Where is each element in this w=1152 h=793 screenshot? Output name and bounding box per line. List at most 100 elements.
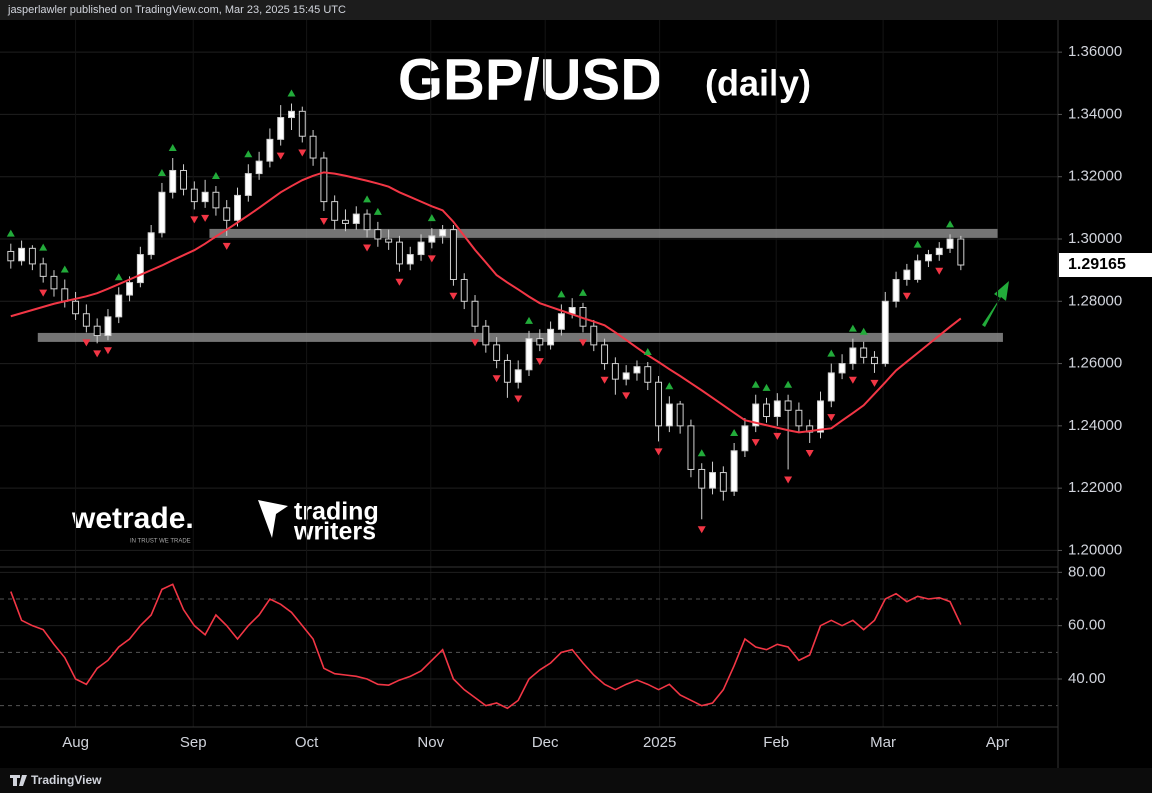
y-tick-label: 1.26000	[1068, 355, 1122, 372]
pivot-high-marker	[60, 265, 69, 273]
pivot-high-marker	[6, 229, 15, 237]
candle-body	[39, 263, 47, 277]
header-bar	[0, 0, 1152, 20]
candle-body	[7, 250, 15, 262]
candle-body	[288, 110, 295, 119]
candle-body	[611, 363, 619, 380]
candle-body	[449, 229, 457, 280]
y-tick-label: 60.00	[1068, 617, 1106, 634]
footer-text: TradingView	[31, 773, 102, 787]
candle-body	[676, 403, 684, 427]
levels-layer	[37, 228, 1003, 342]
pivot-low-marker	[697, 526, 706, 534]
pivot-high-marker	[859, 327, 868, 335]
labels-layer: 1.20000 1.22000 1.24000 1.26000 1.28000 1.300…	[62, 43, 1152, 751]
pivot-low-marker	[751, 439, 760, 447]
candle-body	[698, 468, 706, 489]
pivot-high-marker	[287, 89, 296, 97]
candle-body	[471, 300, 479, 327]
candle-body	[903, 269, 911, 280]
candle-body	[892, 278, 900, 302]
pivot-high-marker	[762, 383, 771, 391]
candle-body	[18, 247, 26, 262]
pivot-low-marker	[902, 292, 911, 300]
pivot-low-marker	[654, 448, 663, 456]
watermark-logo	[258, 500, 288, 538]
pivot-low-marker	[201, 214, 210, 222]
pivot-low-marker	[622, 392, 631, 400]
pivot-low-marker	[190, 216, 199, 224]
x-tick-label: Sep	[180, 734, 207, 751]
y-tick-label: 1.32000	[1068, 168, 1122, 185]
pivot-low-marker	[82, 339, 91, 347]
pivot-high-marker	[168, 144, 177, 152]
pivot-low-marker	[827, 414, 836, 422]
candle-body	[525, 338, 533, 371]
y-tick-label: 1.34000	[1068, 105, 1122, 122]
x-tick-label: Apr	[986, 734, 1009, 751]
candle-body	[234, 194, 241, 221]
candle-body	[439, 229, 447, 237]
y-tick-label: 1.28000	[1068, 292, 1122, 309]
pivot-high-marker	[373, 207, 382, 215]
candle-body	[871, 356, 878, 365]
y-tick-label: 40.00	[1068, 670, 1106, 687]
pivot-low-marker	[363, 244, 372, 252]
series-layer	[7, 103, 965, 710]
candle-body	[395, 241, 403, 265]
pivot-high-marker	[730, 428, 739, 436]
pivot-high-marker	[665, 382, 674, 390]
pivot-low-marker	[600, 376, 609, 384]
pivot-low-marker	[935, 267, 944, 275]
candle-body	[644, 366, 652, 383]
candle-body	[924, 254, 932, 262]
candle-body	[730, 450, 738, 492]
y-tick-label: 80.00	[1068, 563, 1106, 580]
y-tick-label: 1.22000	[1068, 479, 1122, 496]
marks-layer	[6, 89, 955, 534]
level-band	[37, 332, 1003, 342]
watermark-brand: writers	[293, 518, 376, 546]
pivot-high-marker	[39, 243, 48, 251]
candle-body	[115, 294, 123, 318]
pivot-low-marker	[298, 149, 307, 157]
candle-body	[136, 254, 144, 284]
candle-body	[817, 400, 824, 433]
candle-body	[957, 238, 965, 266]
candle-body	[557, 313, 565, 330]
pivot-high-marker	[643, 348, 652, 356]
candle-body	[881, 300, 889, 365]
chart-title: GBP/USD	[398, 47, 662, 112]
y-tick-label: 1.30000	[1068, 230, 1122, 247]
trend-arrow	[982, 281, 1009, 327]
candle-body	[266, 138, 274, 162]
pivot-low-marker	[535, 358, 544, 366]
footer-bar	[0, 768, 1152, 793]
x-tick-label: Nov	[417, 734, 444, 751]
pivot-high-marker	[363, 195, 372, 203]
watermark-tagline: IN TRUST WE TRADE	[130, 539, 191, 545]
candle-body	[784, 400, 792, 411]
y-tick-label: 1.36000	[1068, 43, 1122, 60]
pivot-high-marker	[697, 449, 706, 457]
candle-body	[212, 191, 220, 209]
candle-body	[374, 229, 382, 240]
pivot-low-marker	[514, 395, 523, 403]
watermark-brand: wetrade.	[71, 502, 194, 535]
candle-body	[352, 213, 360, 224]
candle-body	[104, 316, 112, 337]
candle-body	[147, 232, 155, 256]
candle-body	[201, 191, 209, 203]
pivot-high-marker	[557, 290, 566, 298]
pivot-low-marker	[395, 278, 404, 286]
candle-body	[126, 282, 134, 296]
pivot-high-marker	[427, 214, 436, 222]
candle-body	[277, 117, 285, 140]
pivot-low-marker	[578, 339, 587, 347]
candle-body	[180, 169, 187, 190]
candle-body	[849, 347, 857, 365]
pivot-high-marker	[784, 380, 793, 388]
candle-body	[417, 241, 425, 256]
candle-body	[741, 425, 749, 452]
candle-body	[633, 366, 641, 374]
